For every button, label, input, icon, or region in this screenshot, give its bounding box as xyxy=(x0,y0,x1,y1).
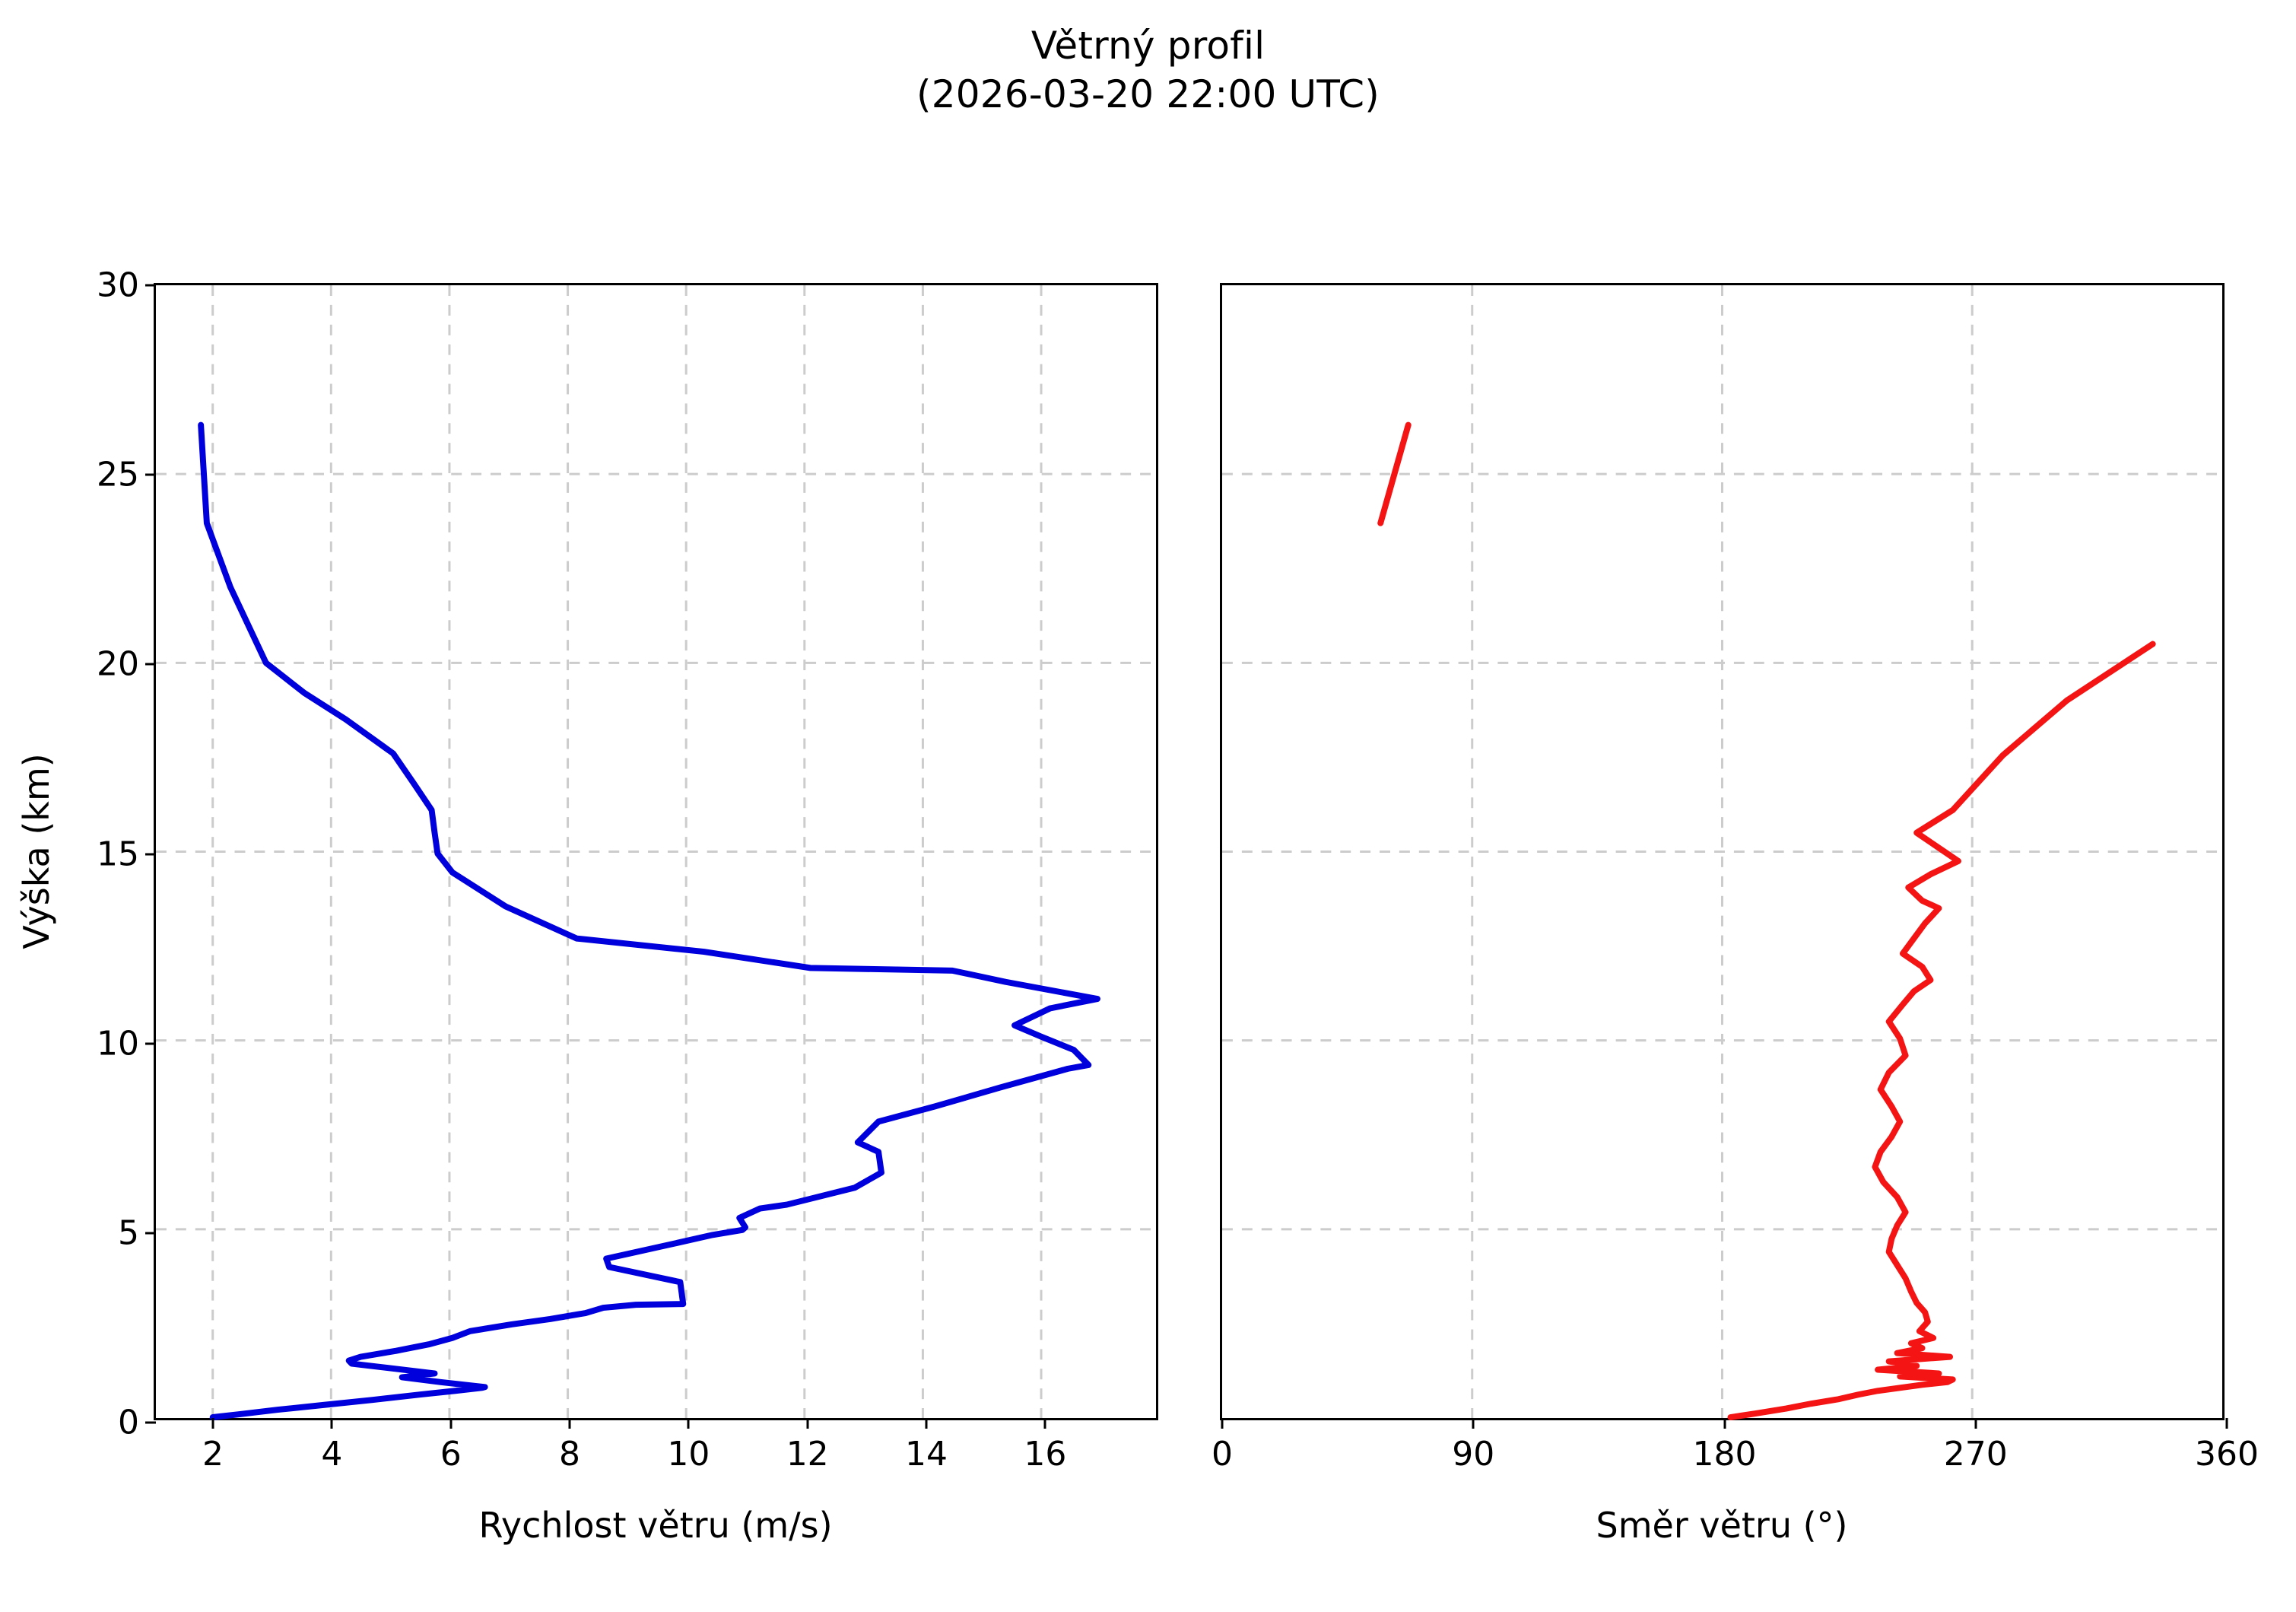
x-tick-mark xyxy=(687,1418,690,1429)
y-tick-mark xyxy=(145,473,156,476)
wind-speed-plot-area xyxy=(156,285,1156,1420)
x-tick-mark xyxy=(806,1418,809,1429)
y-tick-label: 0 xyxy=(118,1403,139,1442)
x-tick-label: 4 xyxy=(321,1435,343,1474)
wind-speed-panel: 0 5 10 15 20 25 30 2 4 6 8 10 12 14 16 xyxy=(97,266,1158,1474)
wind-direction-plot-area xyxy=(1222,285,2222,1420)
x-tick-mark xyxy=(2225,1418,2228,1429)
x-tick-label: 270 xyxy=(1943,1435,2008,1474)
direction-x-axis-label: Směr větru (°) xyxy=(1596,1505,1848,1546)
y-tick-label: 10 xyxy=(97,1024,139,1064)
x-tick-label: 6 xyxy=(440,1435,462,1474)
x-tick-label: 360 xyxy=(2195,1435,2259,1474)
speed-x-axis-label: Rychlost větru (m/s) xyxy=(478,1505,833,1546)
x-tick-mark xyxy=(925,1418,928,1429)
x-tick-label: 12 xyxy=(786,1435,829,1474)
x-tick-mark xyxy=(1974,1418,1977,1429)
x-tick-mark xyxy=(330,1418,333,1429)
y-tick-mark xyxy=(145,284,156,287)
y-tick-label: 20 xyxy=(97,644,139,684)
y-tick-label: 15 xyxy=(97,835,139,873)
wind-direction-panel: 0 90 180 270 360 xyxy=(1212,283,2259,1474)
y-axis-label: Výška (km) xyxy=(16,753,57,949)
series-line-1 xyxy=(198,421,1100,1420)
x-tick-mark xyxy=(1472,1418,1475,1429)
series-line-2 xyxy=(1377,421,1412,526)
x-tick-label: 8 xyxy=(559,1435,581,1474)
y-tick-mark xyxy=(145,853,156,855)
x-tick-mark xyxy=(1043,1418,1046,1429)
y-tick-mark xyxy=(145,1421,156,1424)
figure-title: Větrný profil (2026-03-20 22:00 UTC) xyxy=(0,21,2296,119)
figure-title-line1: Větrný profil xyxy=(1031,24,1265,68)
y-tick-label: 30 xyxy=(97,265,139,305)
y-tick-mark xyxy=(145,1042,156,1045)
x-tick-label: 10 xyxy=(667,1435,710,1474)
figure-title-line2: (2026-03-20 22:00 UTC) xyxy=(916,72,1380,116)
x-tick-label: 90 xyxy=(1452,1435,1495,1474)
x-tick-label: 180 xyxy=(1692,1435,1757,1474)
y-tick-mark xyxy=(145,1232,156,1235)
x-tick-label: 0 xyxy=(1212,1435,1233,1474)
x-tick-label: 14 xyxy=(905,1435,948,1474)
y-tick-mark xyxy=(145,663,156,666)
y-tick-label: 5 xyxy=(118,1213,139,1253)
x-tick-label: 2 xyxy=(202,1435,224,1474)
y-tick-label: 25 xyxy=(97,455,139,494)
x-tick-mark xyxy=(568,1418,571,1429)
x-tick-mark xyxy=(211,1418,214,1429)
series-line-1 xyxy=(1727,641,2156,1420)
x-tick-mark xyxy=(1723,1418,1726,1429)
x-tick-mark xyxy=(1221,1418,1224,1429)
x-tick-mark xyxy=(449,1418,453,1429)
x-tick-label: 16 xyxy=(1024,1435,1067,1474)
